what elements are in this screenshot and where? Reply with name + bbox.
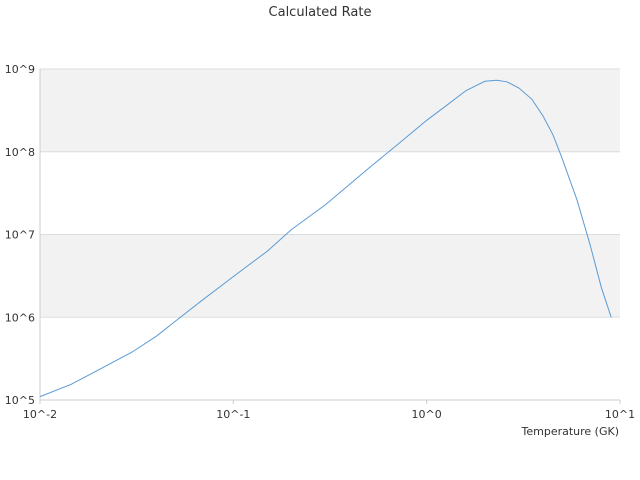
grid-band [40, 317, 620, 400]
y-tick-label: 10^8 [5, 146, 35, 159]
y-tick-label: 10^5 [5, 394, 35, 407]
x-tick-label: 10^1 [605, 408, 635, 421]
y-tick-labels: 10^5 10^6 10^7 10^8 10^9 [5, 63, 35, 407]
grid-band [40, 234, 620, 318]
grid-band [40, 69, 620, 152]
grid-band [40, 151, 620, 235]
x-tick-label: 10^-2 [23, 408, 57, 421]
x-tick-labels: 10^-2 10^-1 10^0 10^1 [23, 400, 635, 421]
y-tick-label: 10^9 [5, 63, 35, 76]
grid-bands [40, 69, 620, 400]
y-tick-label: 10^6 [5, 311, 35, 324]
series-layer [39, 79, 612, 398]
y-tick-label: 10^7 [5, 229, 35, 242]
chart-title: Calculated Rate [269, 5, 372, 20]
x-tick-label: 10^-1 [216, 408, 250, 421]
x-tick-label: 10^0 [412, 408, 442, 421]
series-line [39, 79, 612, 398]
x-axis-title: Temperature (GK) [521, 425, 620, 438]
